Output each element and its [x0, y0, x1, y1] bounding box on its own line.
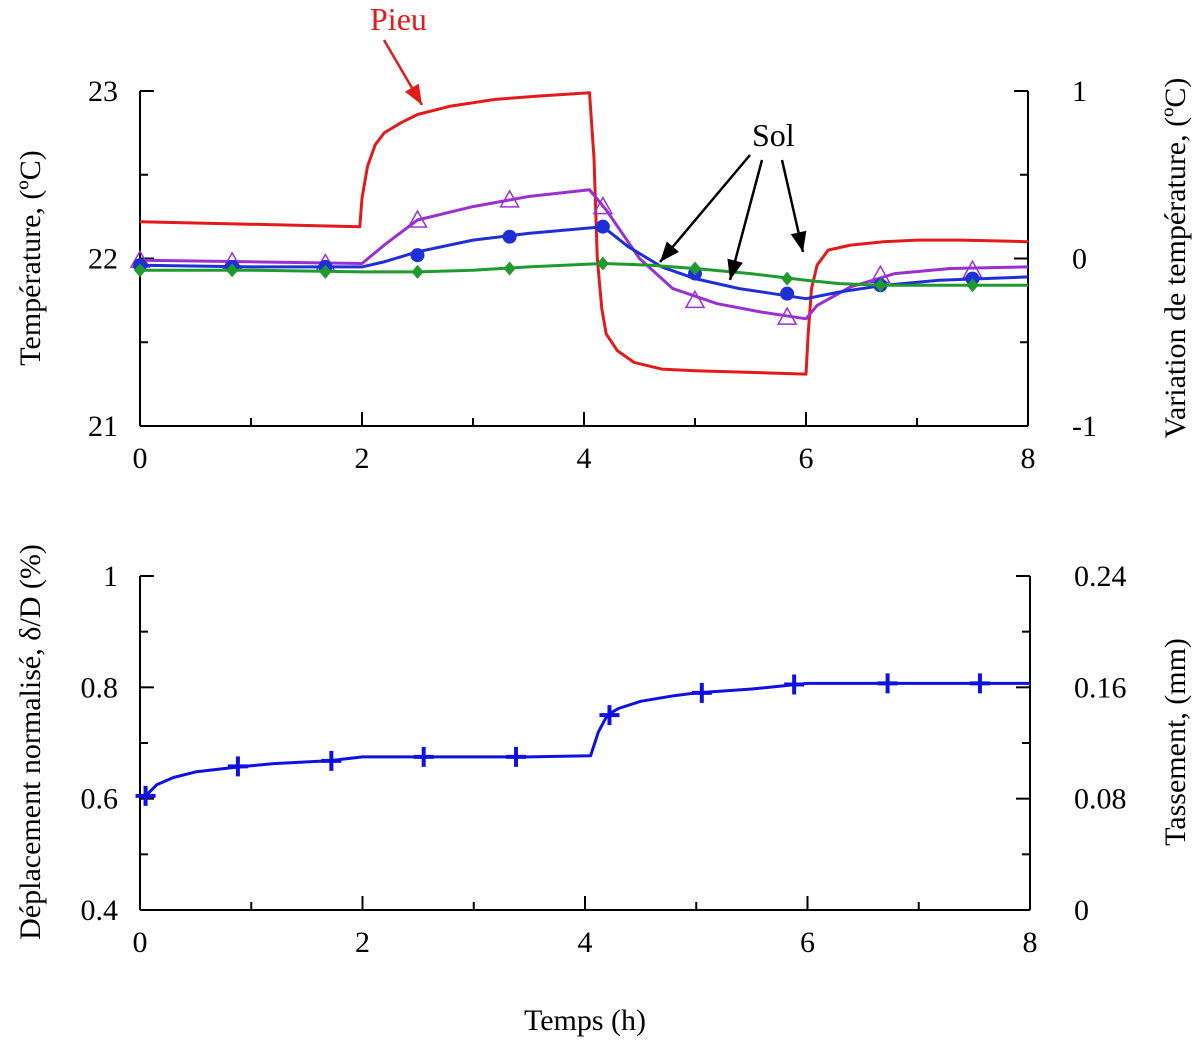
settlement-y-label: Déplacement normalisé, δ/D (%) — [14, 544, 47, 940]
settle-x-tick-label: 4 — [578, 926, 593, 959]
settle-x-tick-label: 2 — [355, 926, 370, 959]
settle-y2-tick-label: 0.24 — [1074, 560, 1127, 593]
sol-arrow-1-shaft — [659, 154, 751, 263]
settle-y-tick-label: 0.8 — [81, 671, 119, 704]
settle-data-point — [227, 756, 248, 777]
settlement-right-y-label: Tassement, (mm) — [1159, 638, 1192, 846]
temp-data-point — [411, 264, 424, 279]
temperature-axes — [139, 90, 1029, 427]
settle-data-point — [691, 682, 712, 703]
settle-y2-tick-label: 0.16 — [1074, 671, 1127, 704]
settlement-tick-labels: 0 2 4 6 8 0.4 0 0.6 0.08 0.8 0.16 1 0.24 — [81, 560, 1127, 959]
settle-y-tick-label: 0.6 — [81, 783, 119, 816]
temp-data-point — [776, 306, 798, 325]
annotation-sol: Sol — [752, 117, 795, 153]
settle-data-point — [877, 673, 898, 694]
settle-data-point — [784, 674, 805, 695]
temperature-series — [129, 91, 1029, 376]
settle-x-tick-label: 8 — [1023, 926, 1038, 959]
temp-y-tick-label: 22 — [88, 243, 118, 276]
temp-y-tick-label: 21 — [88, 410, 118, 443]
settle-data-point — [321, 750, 342, 771]
settle-data-point — [413, 746, 434, 767]
temp-series-line-1 — [139, 188, 1029, 321]
temperature-y-label: Température, (ºC) — [14, 150, 47, 365]
settlement-series — [135, 673, 1030, 806]
temp-data-point — [874, 278, 887, 293]
temp-data-point — [684, 289, 706, 309]
sol-arrow-3-head — [790, 230, 807, 252]
settle-data-point — [969, 673, 990, 694]
sol-arrow-2-head — [727, 258, 743, 280]
settle-data-point — [135, 785, 156, 806]
sol-arrow-2-shaft — [728, 159, 764, 281]
temp-y2-tick-label: 0 — [1072, 243, 1087, 276]
settle-y2-tick-label: 0.08 — [1074, 783, 1127, 816]
temperature-tick-labels: 0 2 4 6 8 21 -1 22 0 23 1 — [88, 75, 1097, 475]
temp-y-tick-label: 23 — [88, 75, 118, 108]
temp-x-tick-label: 2 — [355, 442, 370, 475]
settle-y-tick-label: 0.4 — [81, 894, 119, 927]
settlement-axes — [139, 575, 1031, 911]
settle-data-point — [599, 705, 620, 726]
temp-data-point — [966, 278, 979, 293]
temp-data-point — [780, 286, 795, 301]
temp-x-tick-label: 0 — [133, 442, 148, 475]
settlement-chart: 0 2 4 6 8 0.4 0 0.6 0.08 0.8 0.16 1 0.24 Déplacement… — [14, 544, 1192, 1037]
temp-data-point — [592, 196, 614, 215]
temp-series-line-2 — [139, 225, 1029, 301]
temp-x-tick-label: 8 — [1021, 442, 1036, 475]
temperature-chart: 0 2 4 6 8 21 -1 22 0 23 1 Température, (ºC) Variat… — [14, 1, 1192, 475]
temp-data-point — [689, 261, 701, 276]
sol-arrow-1-head — [660, 241, 679, 262]
settle-y2-tick-label: 0 — [1074, 894, 1089, 927]
temp-data-point — [499, 189, 520, 208]
temp-data-point — [407, 209, 428, 228]
settle-data-point — [506, 746, 527, 767]
settle-y-tick-label: 1 — [103, 560, 118, 593]
temp-data-point — [134, 263, 146, 278]
settle-series-line-0 — [144, 681, 1030, 797]
pieu-arrow-head — [404, 83, 422, 105]
temp-y2-tick-label: -1 — [1072, 410, 1097, 443]
temp-data-point — [595, 219, 610, 234]
temp-x-tick-label: 6 — [799, 442, 814, 475]
temp-data-point — [502, 229, 517, 244]
temp-data-point — [410, 248, 425, 263]
temp-data-point — [319, 264, 332, 279]
settlement-x-label: Temps (h) — [524, 1004, 646, 1037]
temp-series-line-3 — [140, 262, 1028, 287]
temp-series-line-0 — [139, 91, 1029, 376]
annotation-pieu: Pieu — [370, 1, 427, 37]
temp-x-tick-label: 4 — [577, 442, 592, 475]
temperature-right-y-label: Variation de température, (ºC) — [1159, 78, 1192, 439]
temp-data-point — [503, 261, 516, 276]
settle-x-tick-label: 6 — [800, 926, 815, 959]
settle-x-tick-label: 0 — [133, 926, 148, 959]
temp-data-point — [596, 256, 609, 271]
temp-data-point — [226, 263, 239, 278]
temp-y2-tick-label: 1 — [1072, 75, 1087, 108]
temp-data-point — [781, 271, 794, 286]
